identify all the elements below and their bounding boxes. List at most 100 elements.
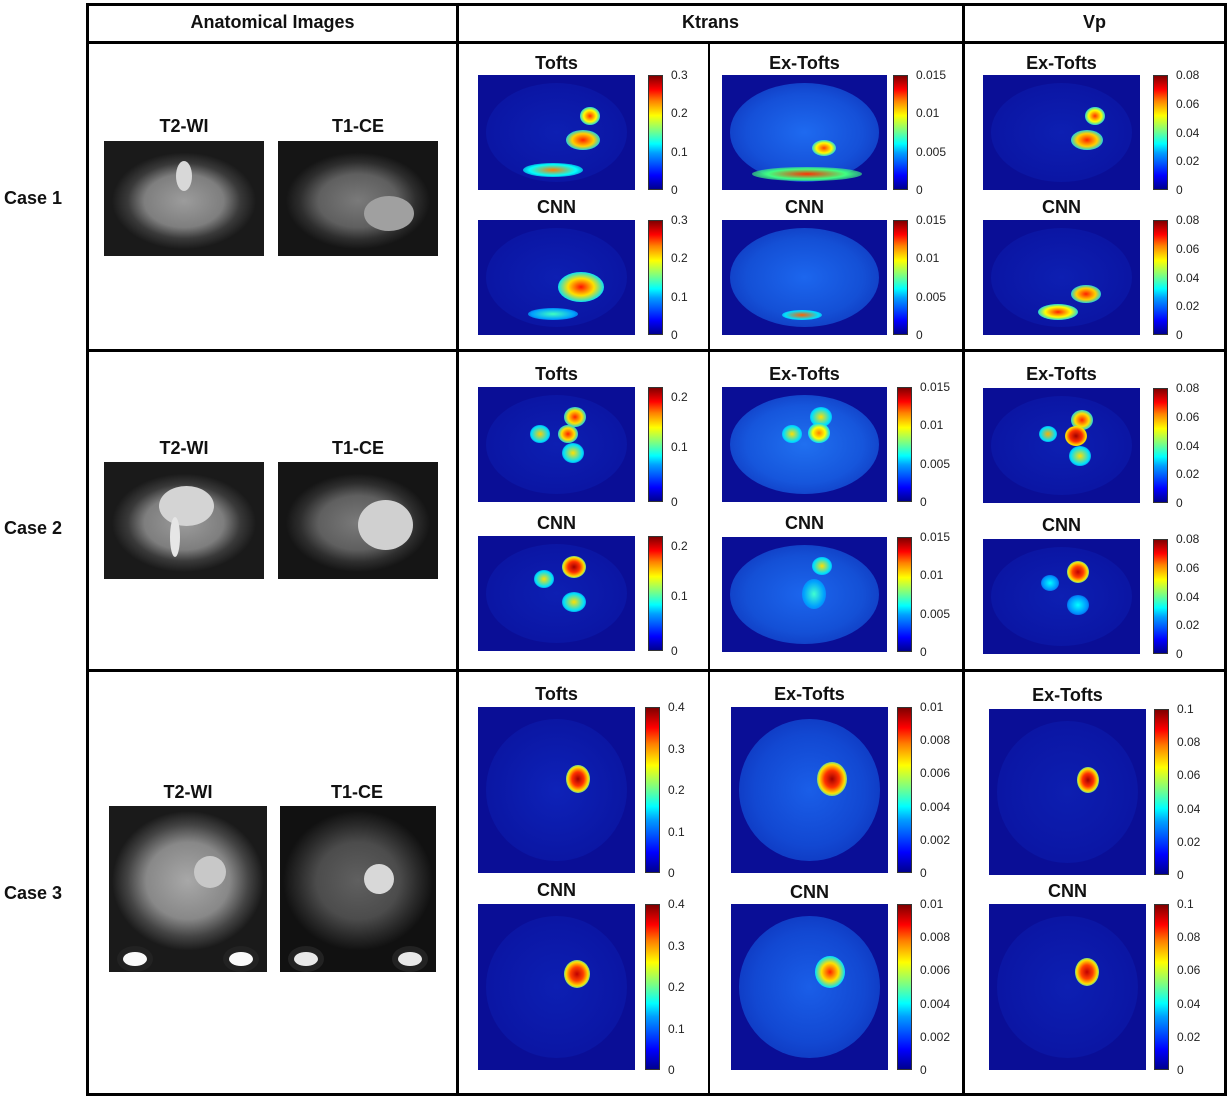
label-cnn: CNN bbox=[785, 197, 824, 217]
colorbar-tick-label: 0 bbox=[671, 183, 678, 197]
colorbar-tick-label: 0 bbox=[920, 495, 927, 509]
case-label-3: Case 3 bbox=[4, 883, 63, 903]
colorbar-tick-label: 0.1 bbox=[671, 144, 688, 159]
colorbar-tick-label: 0 bbox=[671, 644, 678, 658]
colorbar-tick-label: 0.06 bbox=[1176, 409, 1200, 424]
label-cnn: CNN bbox=[537, 513, 576, 533]
map-vp-extofts bbox=[983, 388, 1140, 503]
colorbar-tick-label: 0.02 bbox=[1176, 467, 1200, 482]
colorbar-tick-label: 0.3 bbox=[668, 741, 685, 756]
colorbar-tick-label: 0.01 bbox=[916, 106, 940, 121]
colorbar-tick-label: 0 bbox=[1177, 868, 1184, 882]
colorbar-tick-label: 0.01 bbox=[920, 897, 944, 911]
colorbar-tick-label: 0 bbox=[668, 866, 675, 880]
map-ktrans-tofts bbox=[478, 707, 635, 873]
colorbar-tick-label: 0 bbox=[1176, 496, 1183, 510]
colorbar-tick-label: 0.08 bbox=[1176, 532, 1200, 546]
colorbar-tick-label: 0.04 bbox=[1176, 125, 1200, 140]
map-ktrans-extofts-cnn bbox=[722, 220, 887, 335]
colorbar-tick-label: 0.008 bbox=[920, 733, 951, 748]
colorbar-tick-label: 0 bbox=[916, 328, 923, 342]
colorbar-tick-label: 0.02 bbox=[1177, 1029, 1201, 1044]
divider-header bbox=[86, 41, 1227, 44]
colorbar-tick-label: 0.2 bbox=[671, 106, 688, 121]
colorbar-tick-label: 0.08 bbox=[1177, 735, 1201, 750]
colorbar-tick-label: 0.4 bbox=[668, 897, 685, 911]
colorbar-tick-label: 0.02 bbox=[1176, 618, 1200, 633]
header-anatomical: Anatomical Images bbox=[190, 12, 355, 32]
colorbar-c2-extofts bbox=[897, 387, 912, 502]
colorbar-tick-label: 0.04 bbox=[1177, 996, 1201, 1011]
map-ktrans-extofts-cnn bbox=[731, 904, 888, 1070]
colorbar-tick-label: 0.1 bbox=[671, 289, 688, 304]
colorbar-c3-vp-cnn bbox=[1154, 904, 1169, 1070]
colorbar-tick-label: 0.08 bbox=[1176, 213, 1200, 227]
colorbar-tick-label: 0.02 bbox=[1176, 154, 1200, 169]
colorbar-tick-label: 0.006 bbox=[920, 963, 951, 978]
map-ktrans-cnn bbox=[478, 220, 635, 335]
label-cnn: CNN bbox=[537, 197, 576, 217]
map-ktrans-extofts bbox=[731, 707, 888, 873]
colorbar-tick-label: 0.004 bbox=[920, 996, 951, 1011]
colorbar-tick-label: 0.01 bbox=[920, 568, 944, 583]
colorbar-tick-label: 0.08 bbox=[1176, 381, 1200, 395]
colorbar-tick-label: 0.04 bbox=[1177, 801, 1201, 816]
colorbar-tick-label: 0.3 bbox=[671, 68, 688, 82]
colorbar-c2-vp-cnn bbox=[1153, 539, 1168, 654]
colorbar-tick-label: 0.01 bbox=[920, 700, 944, 714]
label-ex-tofts: Ex-Tofts bbox=[774, 684, 845, 704]
colorbar-tick-label: 0.02 bbox=[1176, 299, 1200, 314]
colorbar-tick-label: 0.005 bbox=[920, 456, 951, 471]
image-t2wi bbox=[104, 141, 264, 256]
label-tofts: Tofts bbox=[535, 364, 578, 384]
colorbar-c1-tofts bbox=[648, 75, 663, 190]
colorbar-tick-label: 0.006 bbox=[920, 766, 951, 781]
colorbar-c1-tofts-cnn bbox=[648, 220, 663, 335]
label-ex-tofts: Ex-Tofts bbox=[1032, 685, 1103, 705]
case-label-2: Case 2 bbox=[4, 518, 63, 538]
label-t2wi: T2-WI bbox=[163, 782, 213, 802]
colorbar-c2-tofts bbox=[648, 387, 663, 502]
colorbar-tick-label: 0.1 bbox=[668, 824, 685, 839]
colorbar-tick-label: 0 bbox=[1177, 1063, 1184, 1077]
label-ex-tofts: Ex-Tofts bbox=[1026, 364, 1097, 384]
colorbar-tick-label: 0.005 bbox=[920, 606, 951, 621]
label-cnn: CNN bbox=[537, 880, 576, 900]
label-ex-tofts: Ex-Tofts bbox=[769, 364, 840, 384]
colorbar-tick-label: 0.04 bbox=[1176, 589, 1200, 604]
colorbar-tick-label: 0.06 bbox=[1177, 768, 1201, 783]
colorbar-tick-label: 0.002 bbox=[920, 1029, 951, 1044]
label-t2wi: T2-WI bbox=[159, 438, 209, 458]
label-t1ce: T1-CE bbox=[331, 116, 384, 136]
label-t1ce: T1-CE bbox=[330, 782, 383, 802]
divider-case1-case2 bbox=[86, 349, 1227, 352]
map-ktrans-extofts-cnn bbox=[722, 537, 887, 652]
label-tofts: Tofts bbox=[535, 684, 578, 704]
colorbar-tick-label: 0 bbox=[1176, 328, 1183, 342]
colorbar-tick-label: 0 bbox=[920, 866, 927, 880]
map-ktrans-tofts bbox=[478, 387, 635, 502]
colorbar-tick-label: 0 bbox=[920, 645, 927, 659]
map-ktrans-cnn bbox=[478, 904, 635, 1070]
colorbar-tick-label: 0.4 bbox=[668, 700, 685, 714]
colorbar-tick-label: 0.2 bbox=[671, 539, 688, 554]
table-border bbox=[86, 3, 1227, 1096]
map-ktrans-extofts bbox=[722, 75, 887, 190]
map-ktrans-extofts bbox=[722, 387, 887, 502]
colorbar-tick-label: 0.2 bbox=[671, 251, 688, 266]
map-vp-cnn bbox=[989, 904, 1146, 1070]
colorbar-tick-label: 0.2 bbox=[671, 390, 688, 405]
map-vp-cnn bbox=[983, 220, 1140, 335]
colorbar-c2-extofts-cnn bbox=[897, 537, 912, 652]
map-vp-extofts bbox=[983, 75, 1140, 190]
map-ktrans-cnn bbox=[478, 536, 635, 651]
colorbar-tick-label: 0.015 bbox=[920, 530, 951, 544]
colorbar-tick-label: 0.3 bbox=[668, 938, 685, 953]
image-t1ce bbox=[280, 806, 436, 972]
colorbar-tick-label: 0.06 bbox=[1177, 963, 1201, 978]
colorbar-tick-label: 0.015 bbox=[920, 380, 951, 394]
colorbar-tick-label: 0.2 bbox=[668, 980, 685, 994]
colorbar-tick-label: 0.01 bbox=[916, 251, 940, 266]
colorbar-c3-vp bbox=[1154, 709, 1169, 875]
label-cnn: CNN bbox=[785, 513, 824, 533]
